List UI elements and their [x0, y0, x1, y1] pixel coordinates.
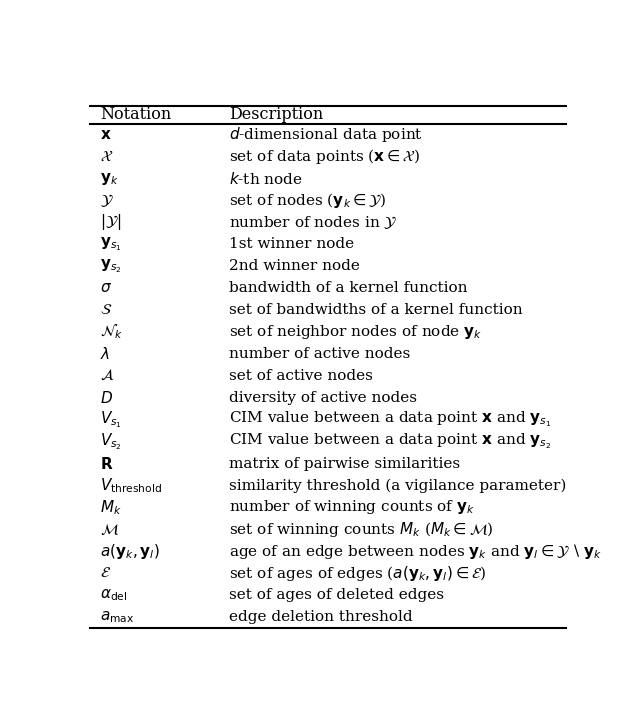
Text: CIM value between a data point $\mathbf{x}$ and $\mathbf{y}_{s_2}$: CIM value between a data point $\mathbf{… [229, 432, 551, 452]
Text: age of an edge between nodes $\mathbf{y}_k$ and $\mathbf{y}_l \in \mathcal{Y} \s: age of an edge between nodes $\mathbf{y}… [229, 542, 602, 561]
Text: set of winning counts $M_k$ ($M_k \in \mathcal{M}$): set of winning counts $M_k$ ($M_k \in \m… [229, 520, 493, 538]
Text: $|\mathcal{Y}|$: $|\mathcal{Y}|$ [100, 213, 121, 233]
Text: set of ages of deleted edges: set of ages of deleted edges [229, 588, 444, 602]
Text: $\mathcal{S}$: $\mathcal{S}$ [100, 303, 112, 317]
Text: $\mathcal{E}$: $\mathcal{E}$ [100, 567, 111, 580]
Text: set of nodes ($\mathbf{y}_k \in \mathcal{Y}$): set of nodes ($\mathbf{y}_k \in \mathcal… [229, 191, 387, 210]
Text: $D$: $D$ [100, 390, 113, 406]
Text: $\mathbf{y}_k$: $\mathbf{y}_k$ [100, 171, 118, 187]
Text: $\alpha_{\mathrm{del}}$: $\alpha_{\mathrm{del}}$ [100, 587, 127, 603]
Text: set of neighbor nodes of node $\mathbf{y}_k$: set of neighbor nodes of node $\mathbf{y… [229, 323, 482, 341]
Text: 2nd winner node: 2nd winner node [229, 259, 360, 274]
Text: Notation: Notation [100, 106, 171, 123]
Text: $V_{\mathrm{threshold}}$: $V_{\mathrm{threshold}}$ [100, 476, 162, 495]
Text: $\mathbf{x}$: $\mathbf{x}$ [100, 128, 111, 141]
Text: set of active nodes: set of active nodes [229, 369, 372, 383]
Text: $\mathbf{y}_{s_1}$: $\mathbf{y}_{s_1}$ [100, 236, 122, 253]
Text: $M_k$: $M_k$ [100, 498, 122, 517]
Text: number of winning counts of $\mathbf{y}_k$: number of winning counts of $\mathbf{y}_… [229, 498, 475, 516]
Text: $\mathcal{M}$: $\mathcal{M}$ [100, 522, 119, 537]
Text: $d$-dimensional data point: $d$-dimensional data point [229, 125, 422, 144]
Text: similarity threshold (a vigilance parameter): similarity threshold (a vigilance parame… [229, 478, 566, 493]
Text: $k$-th node: $k$-th node [229, 171, 303, 187]
Text: $\sigma$: $\sigma$ [100, 281, 112, 295]
Text: 1st winner node: 1st winner node [229, 238, 354, 251]
Text: $\mathcal{X}$: $\mathcal{X}$ [100, 149, 113, 164]
Text: $\mathbf{y}_{s_2}$: $\mathbf{y}_{s_2}$ [100, 258, 122, 275]
Text: CIM value between a data point $\mathbf{x}$ and $\mathbf{y}_{s_1}$: CIM value between a data point $\mathbf{… [229, 410, 551, 429]
Text: $V_{s_1}$: $V_{s_1}$ [100, 409, 122, 430]
Text: $\mathcal{Y}$: $\mathcal{Y}$ [100, 192, 113, 209]
Text: set of bandwidths of a kernel function: set of bandwidths of a kernel function [229, 303, 522, 317]
Text: $a(\mathbf{y}_k, \mathbf{y}_l)$: $a(\mathbf{y}_k, \mathbf{y}_l)$ [100, 542, 160, 561]
Text: $\mathcal{A}$: $\mathcal{A}$ [100, 368, 114, 383]
Text: number of active nodes: number of active nodes [229, 347, 410, 361]
Text: set of ages of edges ($a(\mathbf{y}_k, \mathbf{y}_l) \in \mathcal{E}$): set of ages of edges ($a(\mathbf{y}_k, \… [229, 564, 486, 583]
Text: $\mathbf{R}$: $\mathbf{R}$ [100, 455, 113, 472]
Text: number of nodes in $\mathcal{Y}$: number of nodes in $\mathcal{Y}$ [229, 214, 397, 231]
Text: $\lambda$: $\lambda$ [100, 346, 110, 362]
Text: $\mathcal{N}_k$: $\mathcal{N}_k$ [100, 322, 123, 341]
Text: Description: Description [229, 106, 323, 123]
Text: set of data points ($\mathbf{x} \in \mathcal{X}$): set of data points ($\mathbf{x} \in \mat… [229, 147, 420, 166]
Text: bandwidth of a kernel function: bandwidth of a kernel function [229, 281, 467, 295]
Text: $V_{s_2}$: $V_{s_2}$ [100, 432, 122, 452]
Text: diversity of active nodes: diversity of active nodes [229, 391, 417, 405]
Text: edge deletion threshold: edge deletion threshold [229, 610, 412, 624]
Text: matrix of pairwise similarities: matrix of pairwise similarities [229, 457, 460, 470]
Text: $a_{\mathrm{max}}$: $a_{\mathrm{max}}$ [100, 609, 134, 625]
